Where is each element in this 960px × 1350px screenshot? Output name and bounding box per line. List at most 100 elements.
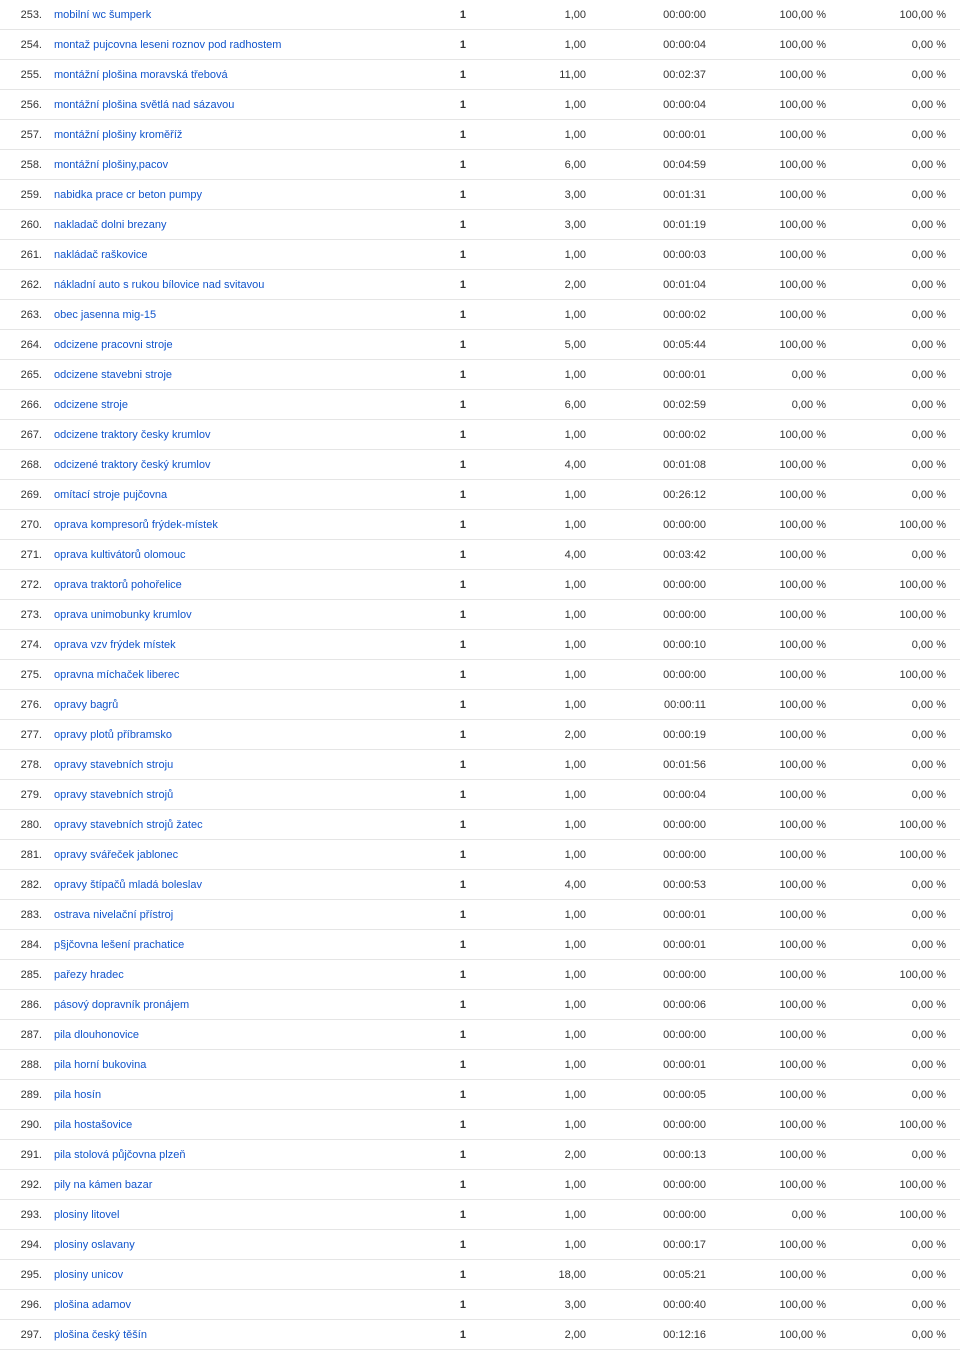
term-link[interactable]: odcizené traktory český krumlov bbox=[54, 459, 211, 471]
row-duration: 00:01:31 bbox=[600, 189, 720, 201]
term-link[interactable]: odcizene pracovni stroje bbox=[54, 339, 173, 351]
table-row: 266.odcizene stroje16,0000:02:590,00 %0,… bbox=[0, 390, 960, 420]
term-link[interactable]: oprava unimobunky krumlov bbox=[54, 609, 192, 621]
row-duration: 00:00:17 bbox=[600, 1239, 720, 1251]
row-pages: 1,00 bbox=[480, 519, 600, 531]
row-bounce: 100,00 % bbox=[720, 309, 840, 321]
term-link[interactable]: plosiny litovel bbox=[54, 1209, 119, 1221]
term-link[interactable]: plosiny oslavany bbox=[54, 1239, 135, 1251]
row-duration: 00:00:00 bbox=[600, 1119, 720, 1131]
row-bounce: 100,00 % bbox=[720, 459, 840, 471]
table-row: 259.nabidka prace cr beton pumpy13,0000:… bbox=[0, 180, 960, 210]
row-duration: 00:00:10 bbox=[600, 639, 720, 651]
term-link[interactable]: oprava traktorů pohořelice bbox=[54, 579, 182, 591]
row-index: 283. bbox=[0, 909, 50, 921]
term-link[interactable]: montaž pujcovna leseni roznov pod radhos… bbox=[54, 39, 281, 51]
row-index: 267. bbox=[0, 429, 50, 441]
table-row: 292.pily na kámen bazar11,0000:00:00100,… bbox=[0, 1170, 960, 1200]
term-link[interactable]: odcizene traktory česky krumlov bbox=[54, 429, 211, 441]
term-link[interactable]: pila hosín bbox=[54, 1089, 101, 1101]
term-link[interactable]: oprava kultivátorů olomouc bbox=[54, 549, 185, 561]
row-duration: 00:01:56 bbox=[600, 759, 720, 771]
term-link[interactable]: opravy svářeček jablonec bbox=[54, 849, 178, 861]
row-duration: 00:00:04 bbox=[600, 99, 720, 111]
term-link[interactable]: opravy plotů příbramsko bbox=[54, 729, 172, 741]
term-link[interactable]: obec jasenna mig-15 bbox=[54, 309, 156, 321]
term-link[interactable]: oprava kompresorů frýdek-místek bbox=[54, 519, 218, 531]
row-term: obec jasenna mig-15 bbox=[50, 309, 400, 321]
row-duration: 00:00:00 bbox=[600, 969, 720, 981]
row-term: opravy plotů příbramsko bbox=[50, 729, 400, 741]
term-link[interactable]: pásový dopravník pronájem bbox=[54, 999, 189, 1011]
row-visits: 1 bbox=[400, 189, 480, 201]
term-link[interactable]: odcizene stavebni stroje bbox=[54, 369, 172, 381]
term-link[interactable]: plošina český těšín bbox=[54, 1329, 147, 1341]
table-row: 297.plošina český těšín12,0000:12:16100,… bbox=[0, 1320, 960, 1350]
term-link[interactable]: opravy stavebních strojů bbox=[54, 789, 173, 801]
row-term: montaž pujcovna leseni roznov pod radhos… bbox=[50, 39, 400, 51]
term-link[interactable]: omítací stroje pujčovna bbox=[54, 489, 167, 501]
row-exit: 0,00 % bbox=[840, 279, 960, 291]
row-pages: 3,00 bbox=[480, 219, 600, 231]
term-link[interactable]: pařezy hradec bbox=[54, 969, 124, 981]
term-link[interactable]: odcizene stroje bbox=[54, 399, 128, 411]
row-index: 265. bbox=[0, 369, 50, 381]
row-bounce: 100,00 % bbox=[720, 9, 840, 21]
term-link[interactable]: plošina adamov bbox=[54, 1299, 131, 1311]
row-index: 273. bbox=[0, 609, 50, 621]
row-term: pásový dopravník pronájem bbox=[50, 999, 400, 1011]
row-term: opravy svářeček jablonec bbox=[50, 849, 400, 861]
row-duration: 00:02:37 bbox=[600, 69, 720, 81]
term-link[interactable]: pila hostašovice bbox=[54, 1119, 132, 1131]
row-pages: 6,00 bbox=[480, 159, 600, 171]
term-link[interactable]: opravna míchaček liberec bbox=[54, 669, 179, 681]
term-link[interactable]: ostrava nivelační přístroj bbox=[54, 909, 173, 921]
row-visits: 1 bbox=[400, 1119, 480, 1131]
table-row: 255.montážní plošina moravská třebová111… bbox=[0, 60, 960, 90]
term-link[interactable]: montážní plošiny kroměříž bbox=[54, 129, 182, 141]
row-pages: 1,00 bbox=[480, 429, 600, 441]
table-row: 293.plosiny litovel11,0000:00:000,00 %10… bbox=[0, 1200, 960, 1230]
term-link[interactable]: opravy bagrů bbox=[54, 699, 118, 711]
row-visits: 1 bbox=[400, 1269, 480, 1281]
row-bounce: 100,00 % bbox=[720, 699, 840, 711]
term-link[interactable]: opravy štípačů mladá boleslav bbox=[54, 879, 202, 891]
term-link[interactable]: pila horní bukovina bbox=[54, 1059, 146, 1071]
row-bounce: 100,00 % bbox=[720, 69, 840, 81]
term-link[interactable]: montážní plošiny,pacov bbox=[54, 159, 168, 171]
term-link[interactable]: nakladač dolni brezany bbox=[54, 219, 167, 231]
row-exit: 0,00 % bbox=[840, 639, 960, 651]
term-link[interactable]: opravy stavebních stroju bbox=[54, 759, 173, 771]
term-link[interactable]: opravy stavebních strojů žatec bbox=[54, 819, 203, 831]
row-pages: 3,00 bbox=[480, 189, 600, 201]
table-row: 272.oprava traktorů pohořelice11,0000:00… bbox=[0, 570, 960, 600]
row-term: odcizene traktory česky krumlov bbox=[50, 429, 400, 441]
row-index: 272. bbox=[0, 579, 50, 591]
row-duration: 00:00:00 bbox=[600, 819, 720, 831]
term-link[interactable]: montážní plošina světlá nad sázavou bbox=[54, 99, 234, 111]
row-pages: 1,00 bbox=[480, 9, 600, 21]
row-exit: 0,00 % bbox=[840, 939, 960, 951]
row-index: 262. bbox=[0, 279, 50, 291]
term-link[interactable]: plosiny unicov bbox=[54, 1269, 123, 1281]
table-row: 257.montážní plošiny kroměříž11,0000:00:… bbox=[0, 120, 960, 150]
row-duration: 00:00:00 bbox=[600, 1209, 720, 1221]
term-link[interactable]: oprava vzv frýdek místek bbox=[54, 639, 176, 651]
term-link[interactable]: pila dlouhonovice bbox=[54, 1029, 139, 1041]
row-visits: 1 bbox=[400, 9, 480, 21]
term-link[interactable]: nakládač raškovice bbox=[54, 249, 148, 261]
term-link[interactable]: nabidka prace cr beton pumpy bbox=[54, 189, 202, 201]
term-link[interactable]: p§jčovna lešení prachatice bbox=[54, 939, 184, 951]
term-link[interactable]: pily na kámen bazar bbox=[54, 1179, 152, 1191]
row-index: 254. bbox=[0, 39, 50, 51]
term-link[interactable]: nákladní auto s rukou bílovice nad svita… bbox=[54, 279, 264, 291]
term-link[interactable]: pila stolová půjčovna plzeň bbox=[54, 1149, 185, 1161]
row-pages: 1,00 bbox=[480, 969, 600, 981]
table-row: 256.montážní plošina světlá nad sázavou1… bbox=[0, 90, 960, 120]
row-duration: 00:00:00 bbox=[600, 849, 720, 861]
term-link[interactable]: mobilní wc šumperk bbox=[54, 9, 151, 21]
row-pages: 4,00 bbox=[480, 879, 600, 891]
table-row: 271.oprava kultivátorů olomouc14,0000:03… bbox=[0, 540, 960, 570]
term-link[interactable]: montážní plošina moravská třebová bbox=[54, 69, 228, 81]
row-exit: 100,00 % bbox=[840, 1209, 960, 1221]
